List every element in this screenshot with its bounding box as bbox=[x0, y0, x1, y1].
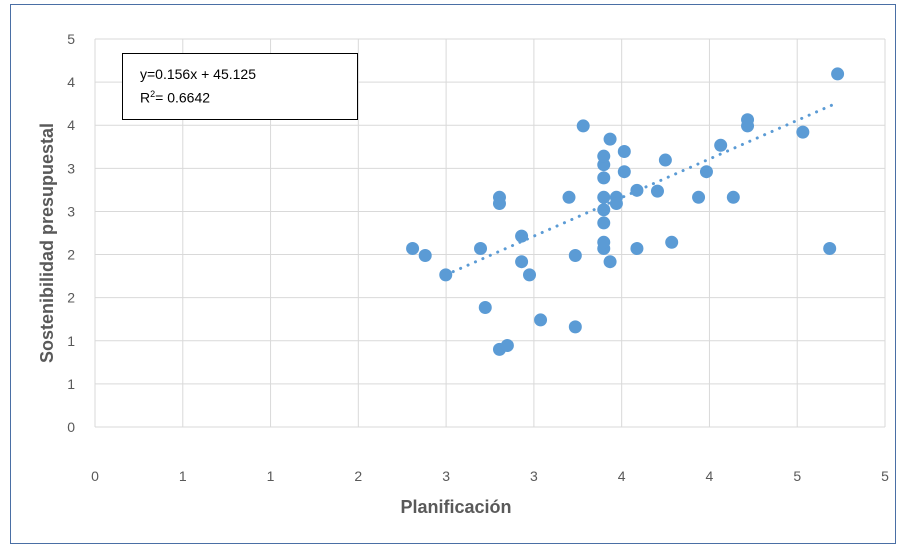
y-tick-label: 0 bbox=[67, 419, 75, 435]
y-tick-label: 3 bbox=[67, 160, 75, 176]
x-tick-label: 1 bbox=[267, 468, 275, 484]
data-point bbox=[831, 67, 845, 81]
r-squared-exponent: 2 bbox=[150, 89, 156, 99]
trendline-path bbox=[444, 101, 840, 277]
data-point bbox=[617, 145, 631, 159]
data-point bbox=[603, 132, 617, 146]
data-point bbox=[562, 190, 576, 204]
y-tick-label: 4 bbox=[67, 117, 75, 133]
y-axis-ticks: 0 1 1 2 2 3 3 4 4 5 bbox=[67, 31, 75, 435]
data-point bbox=[603, 255, 617, 269]
x-tick-label: 4 bbox=[706, 468, 714, 484]
y-tick-label: 4 bbox=[67, 74, 75, 90]
y-tick-label: 1 bbox=[67, 376, 75, 392]
data-point bbox=[515, 255, 529, 269]
data-point bbox=[692, 190, 706, 204]
data-points bbox=[406, 67, 845, 356]
data-point bbox=[597, 190, 611, 204]
y-tick-label: 2 bbox=[67, 247, 75, 263]
x-tick-label: 5 bbox=[793, 468, 801, 484]
y-tick-label: 3 bbox=[67, 203, 75, 219]
x-tick-label: 4 bbox=[618, 468, 626, 484]
data-point bbox=[609, 197, 623, 211]
data-point bbox=[597, 203, 611, 217]
chart-frame: 0 1 1 2 3 3 4 4 5 5 0 1 1 2 2 3 3 4 4 5 Planificación Sost… bbox=[10, 4, 896, 544]
x-axis-ticks: 0 1 1 2 3 3 4 4 5 5 bbox=[91, 468, 889, 484]
data-point bbox=[726, 190, 740, 204]
y-axis-title: Sostenibilidad presupuestal bbox=[37, 123, 57, 363]
data-point bbox=[492, 197, 506, 211]
y-tick-label: 5 bbox=[67, 31, 75, 47]
r-squared: R2= 0.6642 bbox=[140, 84, 357, 108]
r-squared-value: = 0.6642 bbox=[155, 89, 211, 106]
data-point bbox=[617, 165, 631, 179]
gridlines bbox=[94, 38, 886, 428]
data-point bbox=[474, 242, 488, 256]
trendline bbox=[444, 101, 840, 277]
x-tick-label: 3 bbox=[530, 468, 538, 484]
data-point bbox=[650, 184, 664, 198]
x-tick-label: 3 bbox=[442, 468, 450, 484]
data-point bbox=[714, 138, 728, 152]
data-point bbox=[406, 242, 420, 256]
data-point bbox=[418, 249, 432, 263]
x-tick-label: 0 bbox=[91, 468, 99, 484]
data-point bbox=[658, 153, 672, 167]
data-point bbox=[500, 339, 514, 353]
x-tick-label: 5 bbox=[881, 468, 889, 484]
x-tick-label: 2 bbox=[354, 468, 362, 484]
r-squared-symbol: R bbox=[140, 89, 151, 106]
data-point bbox=[568, 249, 582, 263]
data-point bbox=[699, 165, 713, 179]
data-point bbox=[741, 113, 755, 127]
regression-equation-box: y=0.156x + 45.125 R2= 0.6642 bbox=[122, 53, 358, 120]
data-point bbox=[630, 183, 644, 197]
data-point bbox=[439, 268, 453, 282]
x-tick-label: 1 bbox=[179, 468, 187, 484]
data-point bbox=[597, 235, 611, 249]
data-point bbox=[515, 229, 529, 243]
x-axis-title: Planificación bbox=[400, 497, 511, 517]
data-point bbox=[597, 171, 611, 185]
regression-equation: y=0.156x + 45.125 bbox=[140, 66, 256, 82]
data-point bbox=[568, 320, 582, 334]
scatter-chart: 0 1 1 2 3 3 4 4 5 5 0 1 1 2 2 3 3 4 4 5 Planificación Sost… bbox=[37, 31, 889, 517]
data-point bbox=[597, 216, 611, 230]
data-point bbox=[478, 300, 492, 314]
data-point bbox=[665, 235, 679, 249]
data-point bbox=[597, 149, 611, 163]
data-point bbox=[534, 313, 548, 327]
data-point bbox=[823, 242, 837, 256]
data-point bbox=[523, 268, 536, 282]
data-point bbox=[576, 119, 590, 133]
y-tick-label: 1 bbox=[67, 333, 75, 349]
y-tick-label: 2 bbox=[67, 290, 75, 306]
data-point bbox=[796, 125, 810, 139]
data-point bbox=[630, 242, 644, 256]
